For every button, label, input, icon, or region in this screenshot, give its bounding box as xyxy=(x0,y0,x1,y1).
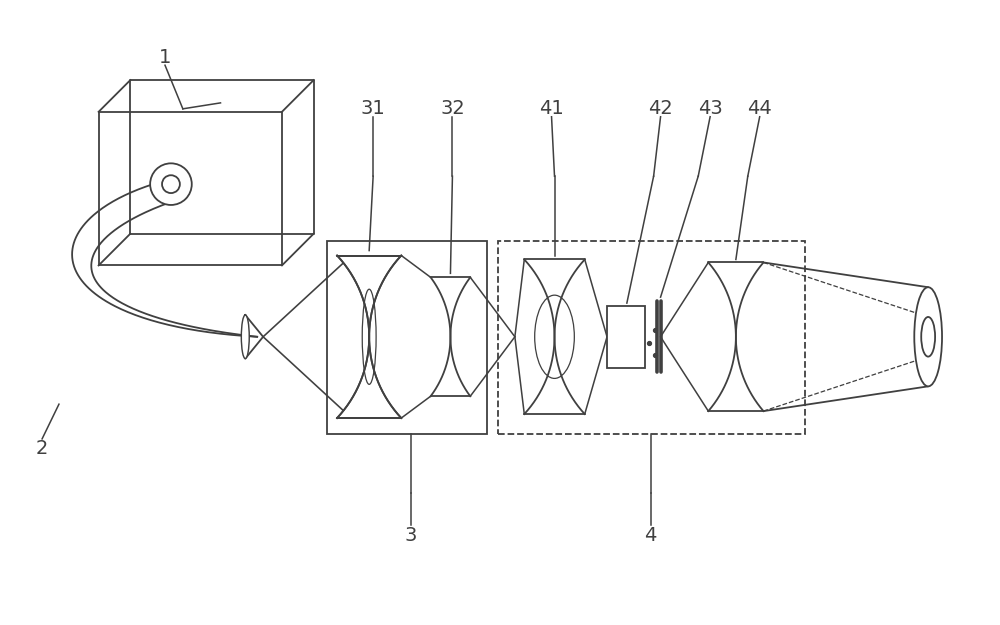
Ellipse shape xyxy=(162,175,180,193)
Ellipse shape xyxy=(241,315,249,359)
Ellipse shape xyxy=(150,163,192,205)
Text: 42: 42 xyxy=(648,99,673,118)
Text: 43: 43 xyxy=(698,99,722,118)
Bar xyxy=(498,241,805,434)
Polygon shape xyxy=(708,262,763,411)
Bar xyxy=(327,241,487,434)
Polygon shape xyxy=(524,259,585,414)
Ellipse shape xyxy=(914,288,942,386)
Text: 44: 44 xyxy=(747,99,772,118)
Polygon shape xyxy=(431,278,470,396)
Text: 3: 3 xyxy=(405,526,417,544)
Text: 2: 2 xyxy=(36,439,48,458)
Text: 4: 4 xyxy=(644,526,657,544)
Bar xyxy=(607,306,645,368)
Ellipse shape xyxy=(921,317,935,357)
Text: 1: 1 xyxy=(159,48,171,67)
Polygon shape xyxy=(337,256,401,418)
Text: 32: 32 xyxy=(440,99,465,118)
Text: 41: 41 xyxy=(539,99,564,118)
Text: 31: 31 xyxy=(361,99,386,118)
